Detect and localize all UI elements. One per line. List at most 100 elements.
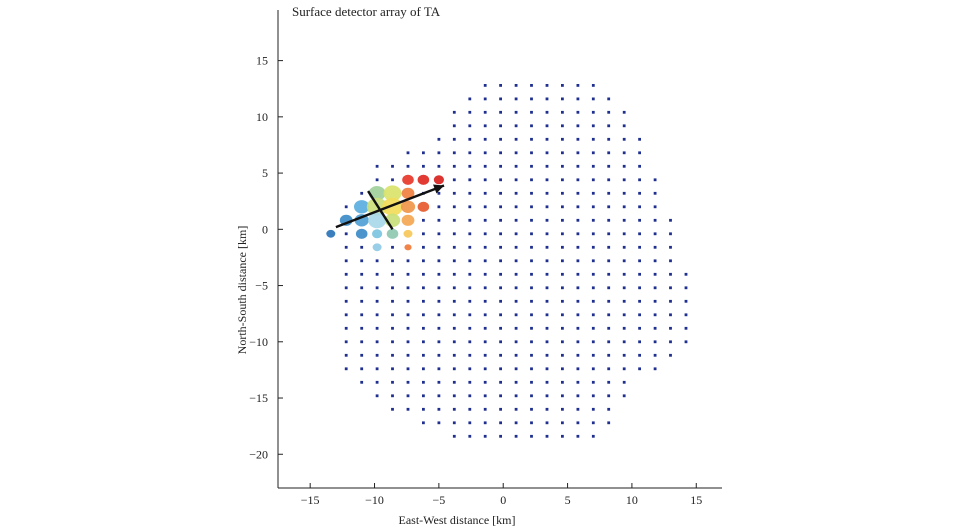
detector-point bbox=[406, 272, 410, 276]
detector-point bbox=[576, 124, 580, 128]
detector-point bbox=[545, 353, 549, 357]
detector-point bbox=[422, 340, 425, 344]
detector-point bbox=[499, 232, 502, 236]
detector-point bbox=[530, 110, 533, 114]
detector-point bbox=[391, 367, 394, 371]
detector-point bbox=[514, 191, 518, 195]
detector-point bbox=[514, 394, 518, 398]
x-tick-label: 5 bbox=[565, 493, 571, 507]
detector-point bbox=[406, 340, 410, 344]
detector-point bbox=[607, 110, 611, 114]
detector-point bbox=[669, 340, 672, 344]
detector-point bbox=[499, 299, 502, 303]
detector-point bbox=[406, 407, 410, 411]
detector-point bbox=[561, 205, 564, 209]
detector-point bbox=[468, 164, 472, 168]
detector-point bbox=[391, 394, 394, 398]
detector-point bbox=[452, 340, 456, 344]
detector-point bbox=[638, 326, 641, 330]
detector-point bbox=[607, 367, 611, 371]
detector-point bbox=[499, 394, 502, 398]
detector-point bbox=[561, 191, 564, 195]
detector-point bbox=[499, 164, 502, 168]
detector-point bbox=[452, 299, 456, 303]
hit-detector-point bbox=[355, 228, 368, 239]
detector-point bbox=[360, 286, 364, 290]
detector-point bbox=[669, 286, 672, 290]
detector-point bbox=[499, 178, 502, 182]
detector-point bbox=[406, 299, 410, 303]
detector-point bbox=[561, 232, 564, 236]
detector-point bbox=[576, 340, 580, 344]
y-tick-label: 10 bbox=[256, 110, 268, 124]
detector-point bbox=[669, 299, 672, 303]
detector-point bbox=[607, 421, 611, 425]
detector-point bbox=[653, 259, 657, 263]
detector-point bbox=[530, 367, 533, 371]
detector-point bbox=[591, 205, 595, 209]
detector-point bbox=[468, 353, 472, 357]
detector-point bbox=[499, 110, 502, 114]
detector-point bbox=[591, 394, 595, 398]
detector-point bbox=[545, 272, 549, 276]
detector-point bbox=[514, 421, 518, 425]
detector-point bbox=[437, 218, 441, 222]
detector-point bbox=[483, 286, 487, 290]
detector-point bbox=[622, 313, 626, 317]
detector-point bbox=[452, 421, 456, 425]
detector-point bbox=[437, 421, 441, 425]
detector-point bbox=[406, 259, 410, 263]
detector-point bbox=[607, 164, 611, 168]
detector-point bbox=[344, 272, 348, 276]
detector-point bbox=[499, 434, 502, 438]
detector-point bbox=[452, 272, 456, 276]
detector-point bbox=[437, 272, 441, 276]
detector-point bbox=[607, 232, 611, 236]
detector-point bbox=[607, 205, 611, 209]
detector-point bbox=[530, 272, 533, 276]
detector-point bbox=[653, 353, 657, 357]
detector-point bbox=[468, 434, 472, 438]
detector-point bbox=[576, 326, 580, 330]
detector-point bbox=[483, 353, 487, 357]
detector-point bbox=[622, 205, 626, 209]
detector-point bbox=[530, 286, 533, 290]
hit-detector-point bbox=[403, 229, 413, 238]
detector-point bbox=[483, 178, 487, 182]
hit-detector-point bbox=[372, 229, 383, 239]
hit-detector-points bbox=[326, 174, 444, 252]
detector-point bbox=[391, 164, 394, 168]
detector-point bbox=[452, 326, 456, 330]
detector-point bbox=[561, 164, 564, 168]
detector-point bbox=[530, 340, 533, 344]
detector-point bbox=[468, 124, 472, 128]
detector-point bbox=[468, 205, 472, 209]
detector-point bbox=[483, 164, 487, 168]
detector-point bbox=[514, 313, 518, 317]
detector-point bbox=[638, 205, 641, 209]
detector-point bbox=[468, 272, 472, 276]
detector-point bbox=[452, 110, 456, 114]
detector-point bbox=[468, 245, 472, 249]
detector-point bbox=[607, 313, 611, 317]
detector-point bbox=[514, 151, 518, 155]
detector-point bbox=[545, 137, 549, 141]
detector-point bbox=[576, 259, 580, 263]
detector-point bbox=[545, 299, 549, 303]
chart-title: Surface detector array of TA bbox=[292, 4, 441, 19]
detector-point bbox=[530, 137, 533, 141]
detector-point bbox=[561, 259, 564, 263]
shower-direction-arrow bbox=[335, 184, 445, 229]
detector-point bbox=[468, 326, 472, 330]
detector-point bbox=[607, 151, 611, 155]
hit-detector-point bbox=[383, 185, 402, 202]
detector-point bbox=[622, 326, 626, 330]
detector-point bbox=[545, 218, 549, 222]
detector-point bbox=[360, 380, 364, 384]
detector-point bbox=[437, 380, 441, 384]
detector-point bbox=[422, 151, 425, 155]
detector-point bbox=[607, 272, 611, 276]
detector-point bbox=[344, 205, 348, 209]
detector-point bbox=[545, 340, 549, 344]
detector-point bbox=[437, 299, 441, 303]
